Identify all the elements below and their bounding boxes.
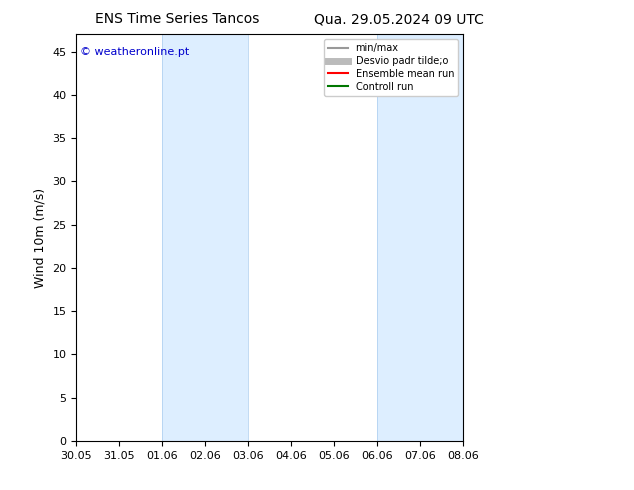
Legend: min/max, Desvio padr tilde;o, Ensemble mean run, Controll run: min/max, Desvio padr tilde;o, Ensemble m… (325, 39, 458, 96)
Text: ENS Time Series Tancos: ENS Time Series Tancos (95, 12, 260, 26)
Bar (162, 34, 248, 441)
Text: © weatheronline.pt: © weatheronline.pt (80, 47, 189, 56)
Y-axis label: Wind 10m (m/s): Wind 10m (m/s) (34, 188, 47, 288)
Bar (377, 34, 463, 441)
Text: Qua. 29.05.2024 09 UTC: Qua. 29.05.2024 09 UTC (314, 12, 484, 26)
